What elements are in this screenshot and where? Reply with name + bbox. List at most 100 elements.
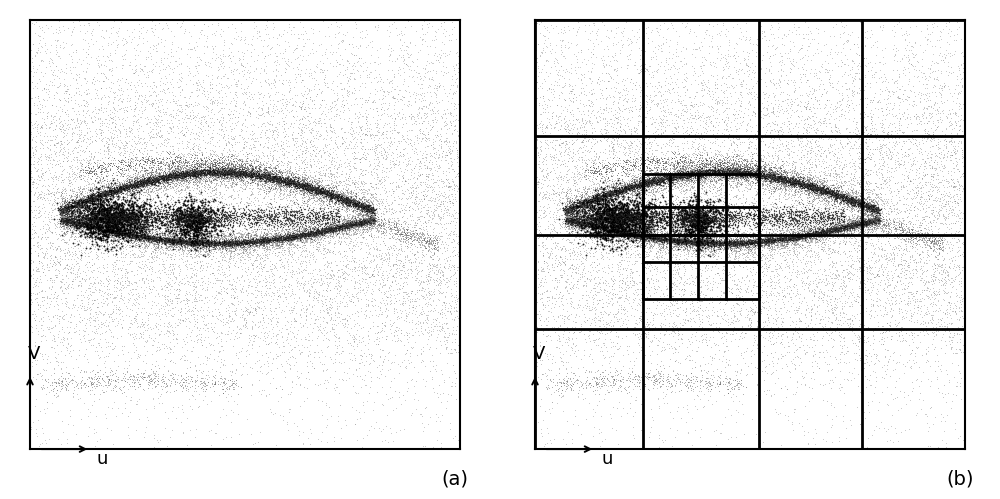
Point [739, 265, 755, 273]
Point [720, 360, 736, 368]
Point [758, 104, 774, 112]
Point [765, 187, 781, 195]
Point [801, 280, 817, 288]
Point [313, 182, 329, 190]
Point [560, 157, 576, 165]
Point [160, 242, 176, 250]
Point [823, 227, 839, 235]
Point [778, 177, 794, 185]
Point [78, 219, 94, 227]
Point [712, 162, 728, 170]
Point [198, 235, 214, 243]
Point [698, 239, 714, 247]
Point [257, 172, 273, 180]
Point [239, 138, 255, 146]
Point [698, 239, 714, 247]
Point [88, 193, 104, 201]
Point [805, 229, 821, 237]
Point [145, 222, 161, 230]
Point [207, 169, 223, 177]
Point [409, 266, 425, 274]
Point [806, 229, 822, 237]
Point [809, 104, 825, 112]
Point [100, 171, 116, 179]
Point [693, 231, 709, 239]
Point [874, 107, 890, 115]
Point [755, 172, 771, 180]
Point [803, 258, 819, 266]
Point [956, 58, 972, 66]
Point [857, 73, 873, 81]
Point [81, 336, 97, 344]
Point [812, 186, 828, 194]
Point [563, 230, 579, 238]
Point [812, 315, 828, 323]
Point [354, 205, 370, 213]
Point [908, 216, 924, 224]
Point [707, 123, 723, 131]
Point [58, 381, 74, 389]
Point [70, 219, 86, 227]
Point [253, 303, 269, 311]
Point [114, 155, 130, 163]
Point [623, 186, 639, 194]
Point [761, 239, 777, 247]
Point [826, 16, 842, 24]
Point [283, 181, 299, 189]
Point [336, 221, 352, 229]
Point [622, 279, 638, 287]
Point [881, 274, 897, 282]
Point [849, 290, 865, 298]
Point [277, 222, 293, 230]
Point [787, 196, 803, 204]
Point [151, 266, 167, 274]
Point [163, 171, 179, 179]
Point [635, 177, 651, 185]
Point [699, 238, 715, 246]
Point [373, 252, 389, 260]
Point [587, 284, 603, 292]
Point [369, 165, 385, 173]
Point [767, 247, 783, 254]
Point [635, 186, 651, 194]
Point [341, 222, 357, 230]
Point [724, 236, 740, 244]
Point [180, 228, 196, 236]
Point [107, 229, 123, 237]
Point [594, 223, 610, 231]
Point [256, 188, 272, 196]
Point [93, 221, 109, 229]
Point [47, 205, 63, 213]
Point [237, 167, 253, 175]
Point [191, 237, 207, 245]
Point [753, 208, 769, 216]
Point [653, 236, 669, 244]
Point [709, 254, 725, 262]
Point [620, 203, 636, 211]
Point [622, 204, 638, 212]
Point [785, 173, 801, 181]
Point [207, 237, 223, 245]
Point [580, 215, 596, 223]
Point [863, 204, 879, 212]
Point [91, 226, 107, 234]
Point [766, 171, 782, 179]
Point [194, 166, 210, 174]
Point [721, 208, 737, 216]
Point [827, 246, 843, 254]
Point [129, 230, 145, 238]
Point [868, 169, 884, 177]
Point [941, 182, 957, 190]
Point [753, 218, 769, 226]
Point [256, 152, 272, 160]
Point [826, 223, 842, 231]
Point [595, 378, 611, 386]
Point [740, 310, 756, 318]
Point [45, 157, 61, 165]
Point [676, 233, 692, 241]
Point [112, 172, 128, 180]
Point [270, 131, 286, 139]
Point [701, 336, 717, 344]
Point [121, 278, 137, 286]
Point [62, 186, 78, 194]
